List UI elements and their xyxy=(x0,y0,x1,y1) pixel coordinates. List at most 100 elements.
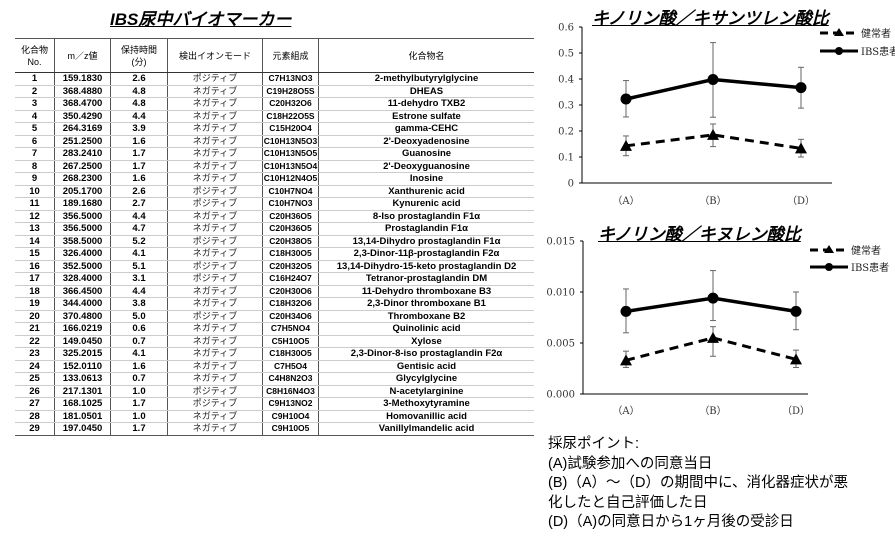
cell-mode: ネガティブ xyxy=(167,97,263,111)
chart1-y-tick-label: 0.2 xyxy=(558,127,574,138)
cell-formula: C8H16N4O3 xyxy=(262,385,319,398)
table-row: 18 366.4500 4.4 ネガティブ C20H30O6 11-Dehydro thr… xyxy=(15,285,534,298)
table-row: 7 283.2410 1.7 ネガティブ C10H13N5O5 Guanosine xyxy=(15,147,534,161)
cell-mode: ポジティブ xyxy=(167,397,263,411)
cell-no: 20 xyxy=(15,310,55,323)
cell-no: 28 xyxy=(15,410,55,423)
cell-mz: 328.4000 xyxy=(54,272,111,286)
cell-formula: C18H22O5S xyxy=(262,110,319,123)
notes-line: (B)（A）～（D）の期間中に、消化器症状が悪 xyxy=(548,475,849,491)
cell-name: Homovanillic acid xyxy=(318,410,534,423)
cell-formula: C20H32O5 xyxy=(262,260,319,273)
table-row: 3 368.4700 4.8 ネガティブ C20H32O6 11-dehydro TXB2 xyxy=(15,97,534,111)
cell-no: 15 xyxy=(15,247,55,261)
cell-mode: ポジティブ xyxy=(167,235,263,248)
cell-mz: 326.4000 xyxy=(54,247,111,261)
cell-no: 5 xyxy=(15,122,55,136)
cell-mz: 217.1301 xyxy=(54,385,111,398)
cell-formula: C10H13N5O5 xyxy=(262,147,319,161)
cell-formula: C7H13NO3 xyxy=(262,72,319,86)
chart1-healthy-series-legend-label: 健常者 xyxy=(861,27,891,40)
cell-mode: ポジティブ xyxy=(167,310,263,323)
cell-mode: ポジティブ xyxy=(167,385,263,398)
cell-no: 1 xyxy=(15,72,55,86)
table-row: 1 159.1830 2.6 ポジティブ C7H13NO3 2-methylbutyryl… xyxy=(15,72,534,86)
table-row: 15 326.4000 4.1 ネガティブ C18H30O5 2,3-Dinor-11β-… xyxy=(15,247,534,261)
chart1-y-tick-label: 0 xyxy=(568,179,574,190)
table-row: 26 217.1301 1.0 ポジティブ C8H16N4O3 N-acetylargin… xyxy=(15,385,534,398)
cell-name: Guanosine xyxy=(318,147,534,161)
cell-mz: 368.4700 xyxy=(54,97,111,111)
cell-name: 2-methylbutyrylglycine xyxy=(318,72,534,86)
cell-no: 7 xyxy=(15,147,55,161)
cell-mode: ネガティブ xyxy=(167,110,263,123)
cell-rt: 5.0 xyxy=(110,310,168,323)
cell-name: Glycylglycine xyxy=(318,372,534,386)
cell-rt: 4.1 xyxy=(110,347,168,361)
cell-no: 2 xyxy=(15,85,55,98)
cell-name: 8-Iso prostaglandin F1α xyxy=(318,210,534,223)
cell-mode: ネガティブ xyxy=(167,410,263,423)
table-row: 29 197.0450 1.7 ネガティブ C9H10O5 Vanillylmandeli… xyxy=(15,422,534,436)
table-row: 22 149.0450 0.7 ネガティブ C5H10O5 Xylose xyxy=(15,335,534,348)
cell-mz: 133.0613 xyxy=(54,372,111,386)
cell-mode: ポジティブ xyxy=(167,185,263,198)
cell-rt: 4.8 xyxy=(110,97,168,111)
chart2-healthy-series-point xyxy=(620,354,632,366)
cell-mode: ネガティブ xyxy=(167,335,263,348)
notes-heading: 採尿ポイント: xyxy=(548,436,640,452)
cell-mz: 268.2300 xyxy=(54,172,111,186)
cell-mode: ネガティブ xyxy=(167,147,263,161)
cell-mode: ポジティブ xyxy=(167,272,263,286)
chart2-y-tick-label: 0.000 xyxy=(546,390,575,401)
table-row: 4 350.4290 4.4 ネガティブ C18H22O5S Estrone sulfat… xyxy=(15,110,534,123)
chart1-y-tick-label: 0.6 xyxy=(558,23,574,34)
cell-mode: ネガティブ xyxy=(167,360,263,373)
cell-mz: 251.2500 xyxy=(54,135,111,148)
cell-no: 25 xyxy=(15,372,55,386)
chart1-y-tick-label: 0.3 xyxy=(558,101,574,112)
chart2-x-tick-label: （A） xyxy=(612,405,639,417)
table-row: 16 352.5000 5.1 ポジティブ C20H32O5 13,14-Dihydro-… xyxy=(15,260,534,273)
cell-mz: 356.5000 xyxy=(54,222,111,236)
cell-name: Quinolinic acid xyxy=(318,322,534,336)
cell-name: Estrone sulfate xyxy=(318,110,534,123)
cell-formula: C19H28O5S xyxy=(262,85,319,98)
cell-no: 23 xyxy=(15,347,55,361)
cell-mode: ポジティブ xyxy=(167,72,263,86)
cell-formula: C4H8N2O3 xyxy=(262,372,319,386)
cell-no: 17 xyxy=(15,272,55,286)
cell-formula: C9H10O5 xyxy=(262,422,319,436)
chart1-x-tick-label: （A） xyxy=(612,195,639,207)
cell-mz: 267.2500 xyxy=(54,160,111,173)
cell-rt: 3.8 xyxy=(110,297,168,311)
cell-mode: ネガティブ xyxy=(167,322,263,336)
cell-name: 3-Methoxytyramine xyxy=(318,397,534,411)
header-col-mode: 検出イオンモード xyxy=(167,38,263,73)
chart2-ibs-series-point xyxy=(707,292,719,304)
cell-rt: 3.1 xyxy=(110,272,168,286)
cell-formula: C20H38O5 xyxy=(262,235,319,248)
cell-mz: 366.4500 xyxy=(54,285,111,298)
cell-mz: 350.4290 xyxy=(54,110,111,123)
cell-mz: 189.1680 xyxy=(54,197,111,211)
cell-rt: 5.2 xyxy=(110,235,168,248)
table-row: 2 368.4880 4.8 ネガティブ C19H28O5S DHEAS xyxy=(15,85,534,98)
cell-rt: 1.6 xyxy=(110,360,168,373)
cell-no: 24 xyxy=(15,360,55,373)
cell-no: 18 xyxy=(15,285,55,298)
table-row: 27 168.1025 1.7 ポジティブ C9H13NO2 3-Methoxytyram… xyxy=(15,397,534,411)
cell-no: 12 xyxy=(15,210,55,223)
cell-mode: ネガティブ xyxy=(167,347,263,361)
cell-rt: 4.1 xyxy=(110,247,168,261)
cell-mode: ネガティブ xyxy=(167,122,263,136)
chart2-ibs-series-point xyxy=(790,305,802,317)
chart1-healthy-series-point xyxy=(707,128,719,140)
cell-mode: ポジティブ xyxy=(167,197,263,211)
cell-no: 11 xyxy=(15,197,55,211)
chart1-title: キノリン酸／キサンツレン酸比 xyxy=(592,9,829,28)
cell-formula: C20H32O6 xyxy=(262,97,319,111)
table-row: 12 356.5000 4.4 ネガティブ C20H36O5 8-Iso prostagl… xyxy=(15,210,534,223)
cell-name: DHEAS xyxy=(318,85,534,98)
cell-mz: 356.5000 xyxy=(54,210,111,223)
